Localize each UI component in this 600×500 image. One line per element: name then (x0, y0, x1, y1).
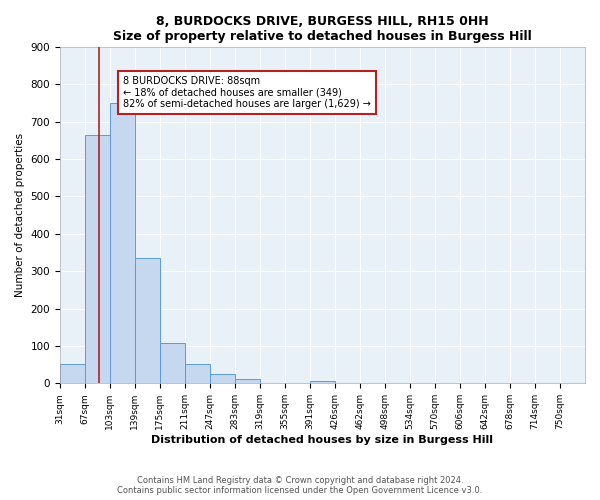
X-axis label: Distribution of detached houses by size in Burgess Hill: Distribution of detached houses by size … (151, 435, 493, 445)
Title: 8, BURDOCKS DRIVE, BURGESS HILL, RH15 0HH
Size of property relative to detached : 8, BURDOCKS DRIVE, BURGESS HILL, RH15 0H… (113, 15, 532, 43)
Bar (85, 135, 110, 384)
Bar (210, 374, 235, 384)
Bar (235, 379, 260, 384)
Bar (160, 344, 185, 384)
Bar (310, 382, 335, 384)
Y-axis label: Number of detached properties: Number of detached properties (15, 133, 25, 297)
Text: Contains HM Land Registry data © Crown copyright and database right 2024.
Contai: Contains HM Land Registry data © Crown c… (118, 476, 482, 495)
Bar (110, 103, 135, 384)
Bar (135, 258, 160, 384)
Text: 8 BURDOCKS DRIVE: 88sqm
← 18% of detached houses are smaller (349)
82% of semi-d: 8 BURDOCKS DRIVE: 88sqm ← 18% of detache… (123, 76, 371, 108)
Bar (185, 364, 210, 384)
Bar (60, 364, 85, 384)
